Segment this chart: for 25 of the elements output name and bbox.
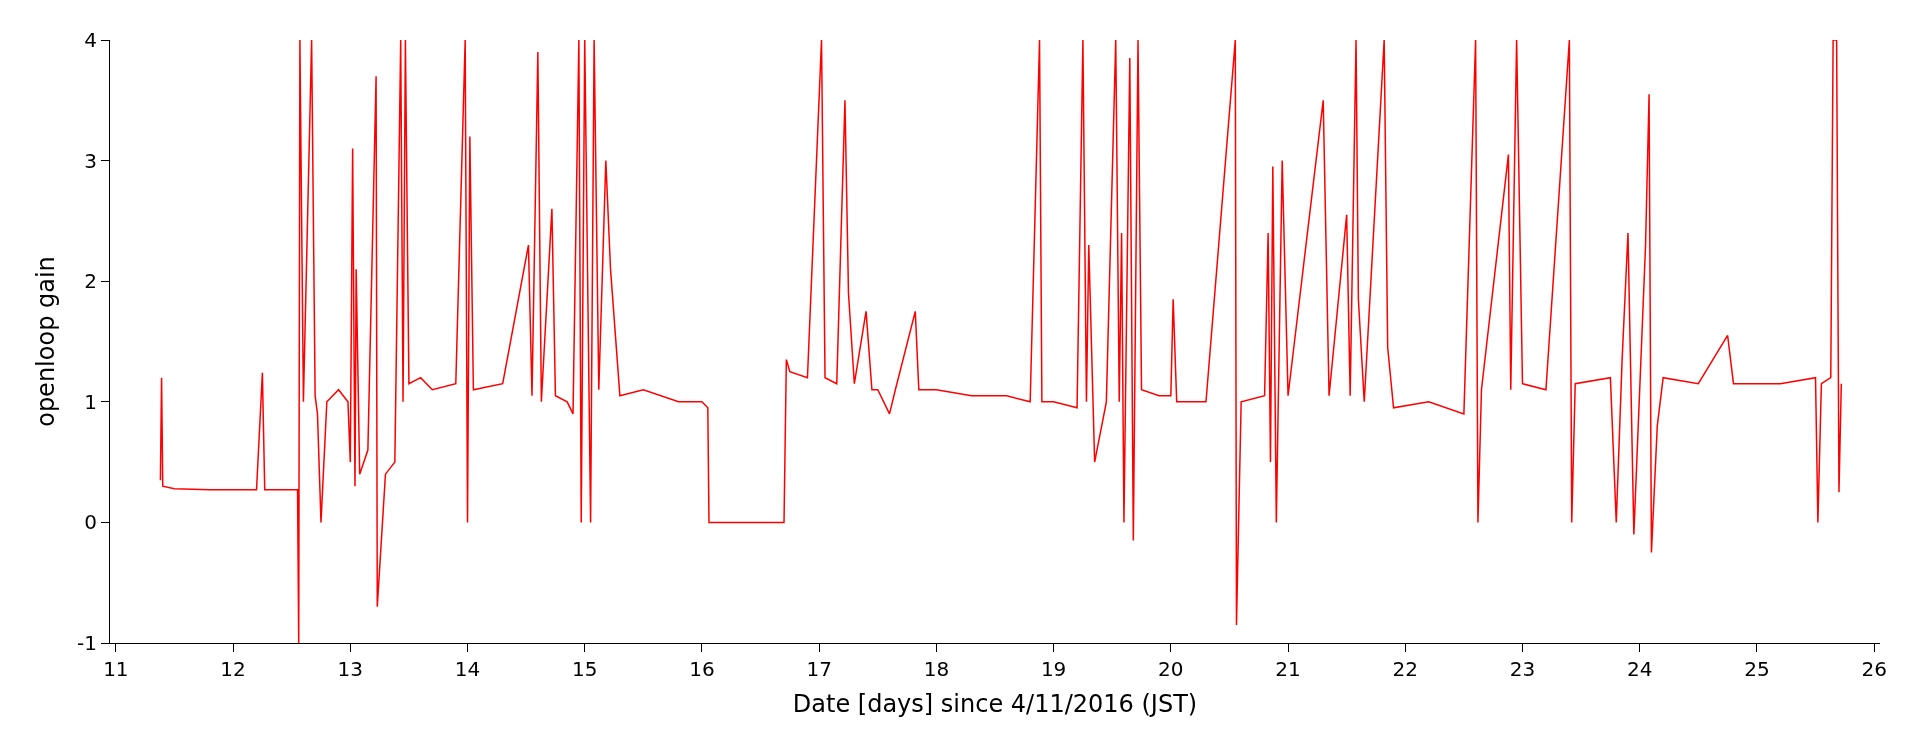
y-tick-label: 3 xyxy=(84,148,97,173)
y-tick-label: -1 xyxy=(77,631,97,655)
x-tick-label: 11 xyxy=(103,657,129,681)
x-tick-label: 13 xyxy=(337,657,364,681)
x-tick-label: 22 xyxy=(1392,657,1418,681)
y-axis-title: openloop gain xyxy=(32,256,61,427)
y-tick-label: 4 xyxy=(84,28,97,52)
x-tick-label: 12 xyxy=(220,657,246,681)
x-tick-label: 23 xyxy=(1509,657,1536,681)
x-tick-label: 16 xyxy=(689,657,715,681)
x-tick-label: 15 xyxy=(572,657,598,681)
y-tick-label: 2 xyxy=(84,269,97,294)
x-axis-title: Date [days] since 4/11/2016 (JST) xyxy=(792,690,1198,719)
x-tick-label: 20 xyxy=(1158,657,1184,681)
x-tick-label: 18 xyxy=(923,657,950,681)
x-tick-label: 21 xyxy=(1275,657,1301,681)
y-tick-label: 1 xyxy=(84,389,97,414)
x-tick-label: 17 xyxy=(806,657,832,681)
x-tick-label: 24 xyxy=(1626,657,1653,681)
x-tick-label: 25 xyxy=(1744,657,1770,681)
line-series xyxy=(159,40,1843,643)
x-tick-label: 26 xyxy=(1861,657,1887,681)
y-tick-label: 0 xyxy=(84,510,97,535)
x-tick-label: 14 xyxy=(454,657,481,681)
x-tick-label: 19 xyxy=(1040,657,1067,681)
